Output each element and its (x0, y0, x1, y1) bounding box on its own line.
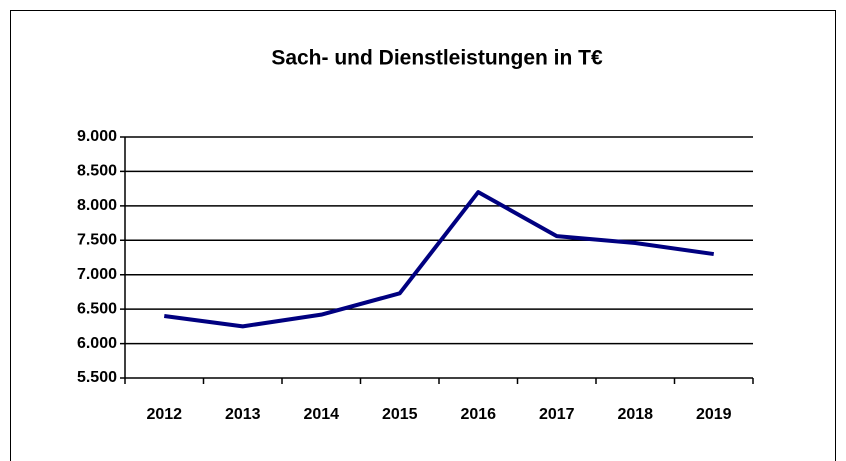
x-tick-label: 2019 (696, 406, 732, 423)
x-tick-label: 2016 (460, 406, 496, 423)
x-tick-label: 2017 (539, 406, 575, 423)
x-tick-label: 2018 (617, 406, 653, 423)
y-tick-label: 5.500 (77, 369, 117, 386)
y-tick-label: 8.000 (77, 197, 117, 214)
y-tick-label: 6.000 (77, 335, 117, 352)
y-tick-label: 9.000 (77, 128, 117, 145)
data-line (163, 190, 715, 329)
x-tick-label: 2013 (225, 406, 261, 423)
y-tick-label: 6.500 (77, 300, 117, 317)
y-tick-label: 7.500 (77, 232, 117, 249)
chart-border (10, 10, 836, 461)
x-tick-label: 2014 (303, 406, 339, 423)
x-tick-label: 2012 (146, 406, 182, 423)
x-tick-label: 2015 (382, 406, 418, 423)
y-tick-label: 8.500 (77, 163, 117, 180)
y-tick-label: 7.000 (77, 266, 117, 283)
chart-title: Sach- und Dienstleistungen in T€ (271, 47, 603, 70)
